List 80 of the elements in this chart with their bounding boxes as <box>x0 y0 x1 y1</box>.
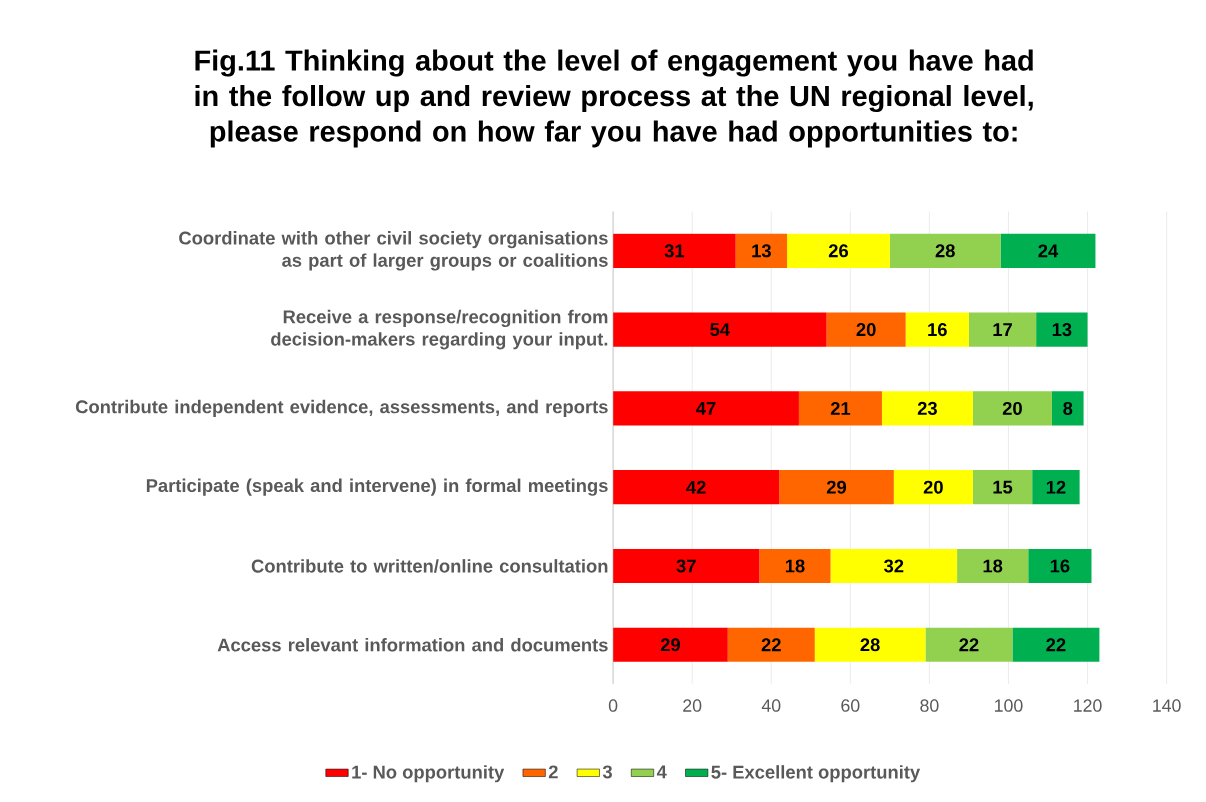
legend-label: 2 <box>548 765 558 779</box>
bar <box>972 391 1052 426</box>
bar <box>1012 627 1100 662</box>
data-label: 17 <box>993 323 1012 337</box>
data-label: 32 <box>884 559 904 573</box>
data-label: 20 <box>1002 402 1022 416</box>
data-label: 22 <box>1046 638 1066 652</box>
bar <box>925 627 1013 662</box>
x-tick-label: 60 <box>841 699 860 713</box>
bar <box>759 549 831 584</box>
y-tick-label: Receive a response/recognition from decision-makers regarding your input. <box>271 310 608 350</box>
data-label: 13 <box>752 244 771 258</box>
data-label: 54 <box>710 323 730 337</box>
bar <box>826 312 906 347</box>
bar <box>893 470 973 505</box>
bar <box>613 549 760 584</box>
bar <box>968 312 1037 347</box>
bar <box>613 627 728 662</box>
data-label: 23 <box>917 402 937 416</box>
bar <box>830 549 958 584</box>
bar <box>787 233 890 269</box>
bar <box>735 233 788 269</box>
bar <box>613 470 780 505</box>
data-label: 24 <box>1038 244 1059 258</box>
data-label: 20 <box>923 480 943 494</box>
bar <box>957 549 1029 584</box>
legend-label: 3 <box>602 765 612 779</box>
data-label: 28 <box>935 244 955 258</box>
data-label: 18 <box>983 559 1003 573</box>
data-label: 26 <box>828 244 849 258</box>
data-label: 18 <box>785 559 805 573</box>
data-label: 8 <box>1063 402 1073 416</box>
bar <box>1032 470 1080 505</box>
y-tick-label: Access relevant information and documents <box>217 638 608 652</box>
data-label: 16 <box>928 323 947 337</box>
y-tick-label: Contribute independent evidence, assessments, and reports <box>75 399 608 418</box>
data-label: 12 <box>1046 480 1066 494</box>
data-label: 37 <box>676 559 696 573</box>
data-label: 20 <box>856 323 876 337</box>
bar <box>1028 549 1092 584</box>
bar <box>779 470 894 505</box>
x-tick-label: 80 <box>920 699 939 713</box>
legend-label: 4 <box>656 765 667 779</box>
data-label: 29 <box>826 480 847 494</box>
bar <box>881 391 973 426</box>
data-label: 16 <box>1050 559 1070 573</box>
bar <box>613 391 799 426</box>
data-label: 15 <box>993 480 1013 494</box>
data-label: 13 <box>1052 323 1072 337</box>
bar <box>1000 233 1096 269</box>
data-label: 22 <box>761 638 781 652</box>
legend-label: 1- No opportunity <box>352 765 505 783</box>
bar <box>889 233 1001 269</box>
data-label: 31 <box>664 244 685 258</box>
x-tick-label: 120 <box>1074 699 1102 713</box>
y-tick-label: Contribute to written/online consultation <box>251 559 608 573</box>
data-label: 28 <box>860 638 880 652</box>
x-tick-label: 40 <box>761 699 781 713</box>
x-tick-label: 100 <box>995 699 1023 713</box>
bar <box>905 312 969 347</box>
bar <box>727 627 815 662</box>
data-label: 29 <box>660 638 680 652</box>
bar <box>613 312 827 347</box>
bar <box>972 470 1033 505</box>
x-tick-label: 140 <box>1153 699 1181 713</box>
bar <box>1051 391 1084 426</box>
data-label: 47 <box>696 402 716 415</box>
bar <box>814 627 926 662</box>
y-tick-label: Participate (speak and intervene) in formal meetings <box>146 478 608 496</box>
data-label: 21 <box>830 402 851 415</box>
bar <box>1036 312 1088 347</box>
bar <box>798 391 882 426</box>
data-label: 42 <box>686 480 706 494</box>
bar <box>613 233 736 269</box>
x-tick-label: 20 <box>683 699 702 713</box>
x-tick-label: 0 <box>608 699 618 713</box>
y-tick-label: Coordinate with other civil society organisations as part of larger groups or coalitions <box>179 231 608 271</box>
data-label: 22 <box>959 638 979 652</box>
chart-title: Fig.11 Thinking about the level of engagement you have had in the follow up and review process at the UN regional level, please respond on how far you have had opportunities to: <box>195 49 1033 148</box>
legend-label: 5- Excellent opportunity <box>711 765 921 783</box>
